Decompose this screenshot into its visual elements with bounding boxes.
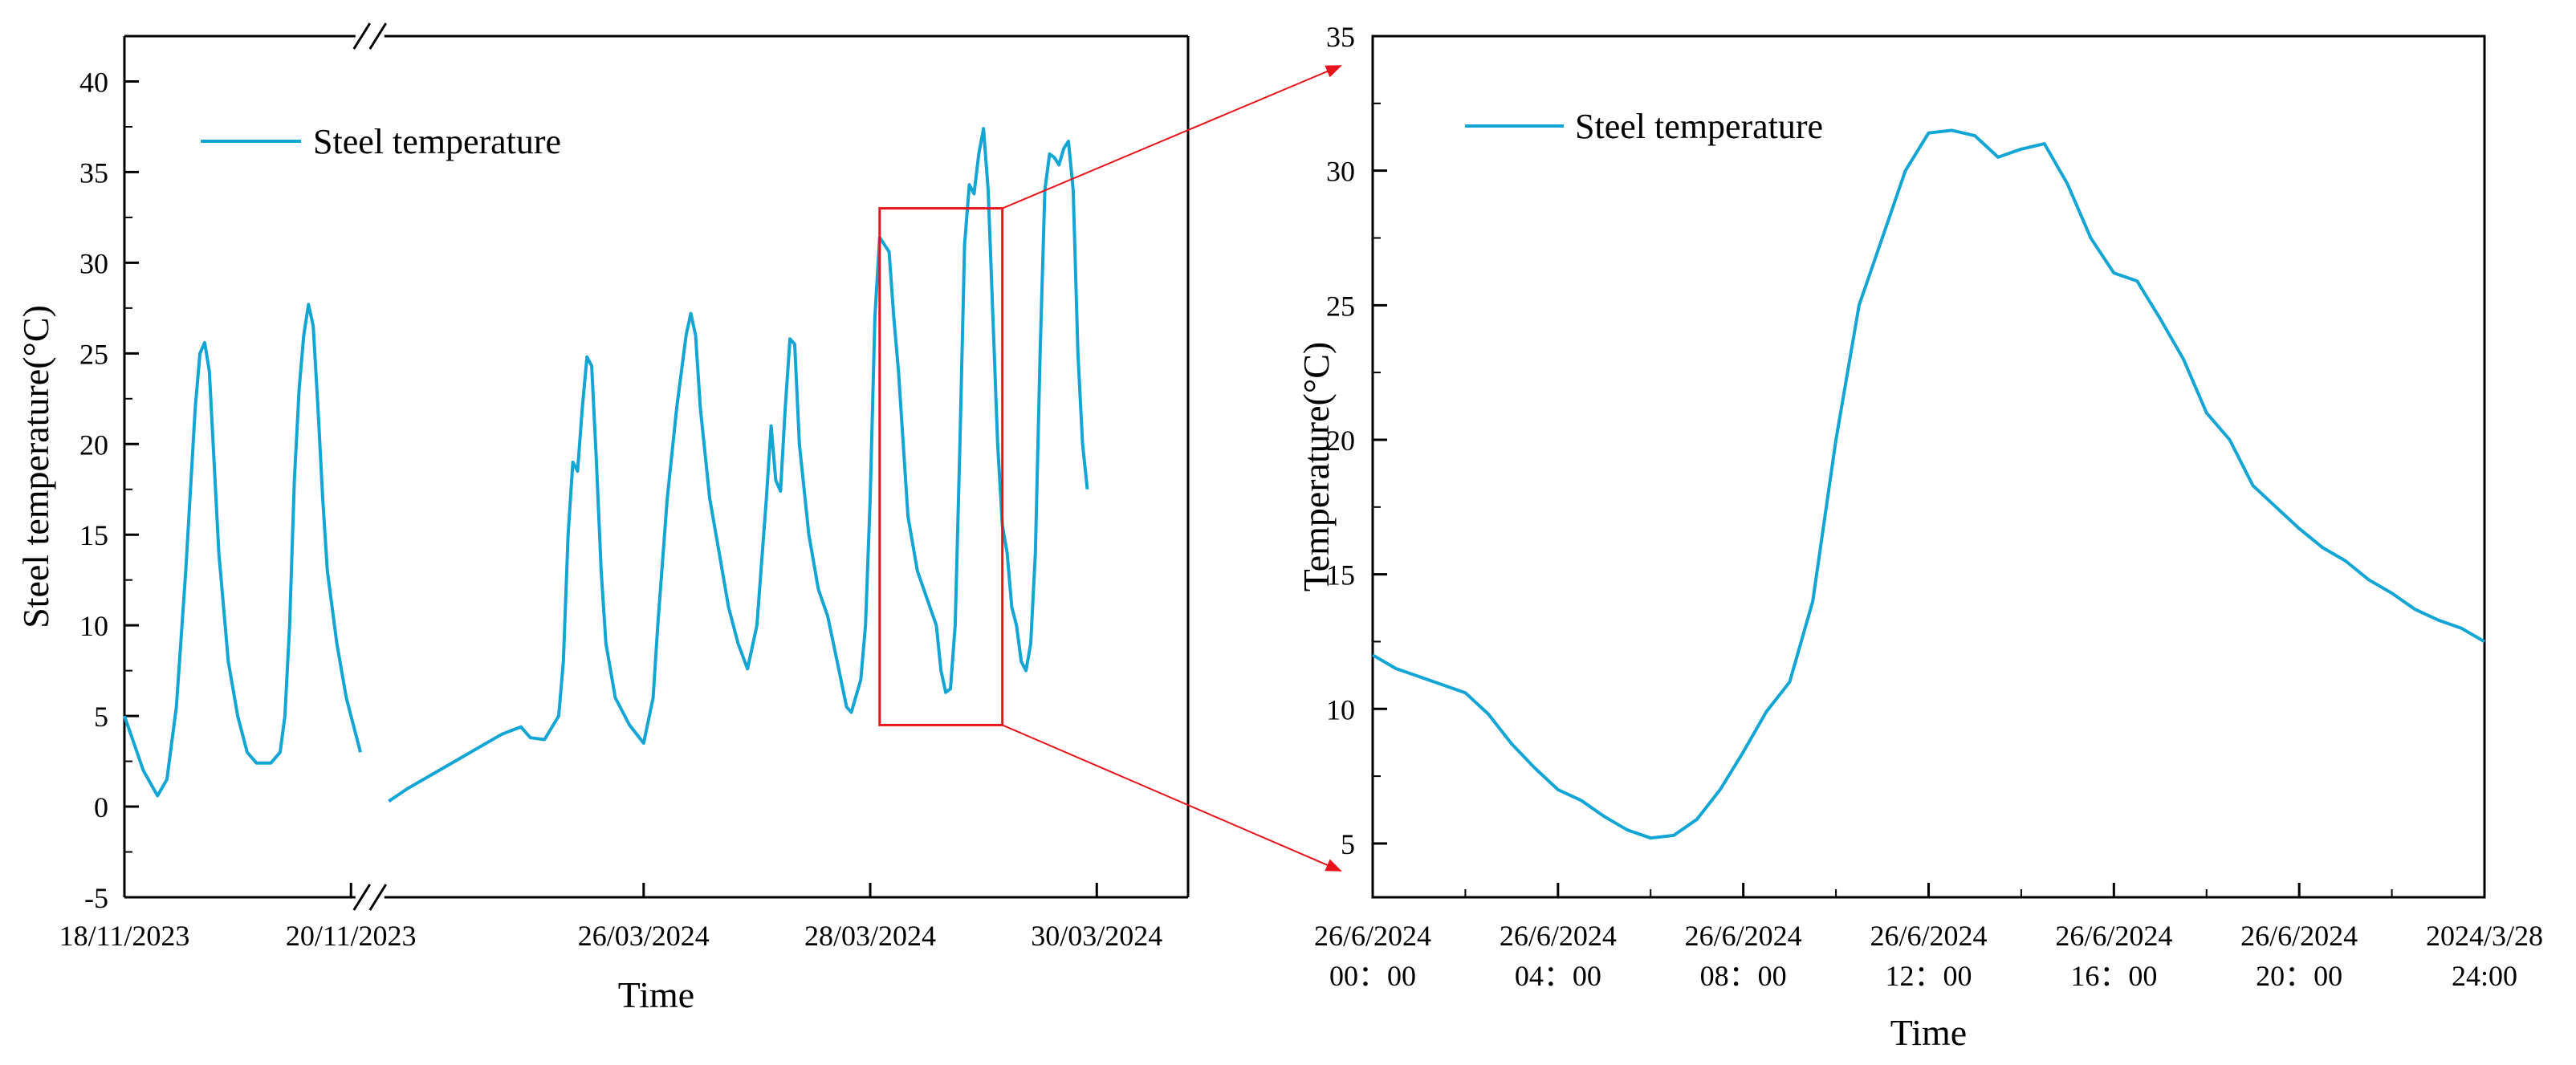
x-tick-label-time: 12：00	[1885, 960, 1972, 992]
y-tick-label: 5	[1341, 828, 1355, 860]
plot-frame	[1371, 35, 2486, 899]
x-tick-label-date: 26/6/2024	[1685, 920, 1802, 952]
y-tick-label: 15	[1326, 559, 1355, 591]
axis-break-mark-bottom	[352, 884, 372, 911]
y-tick-label: 30	[79, 247, 108, 279]
x-tick-label-date: 26/6/2024	[1314, 920, 1431, 952]
y-tick-label: 0	[94, 791, 108, 823]
y-tick-label: 25	[79, 338, 108, 370]
legend-label: Steel temperature	[313, 122, 561, 161]
x-tick-label-time: 00：00	[1329, 960, 1416, 992]
x-tick-label-time: 24:00	[2452, 960, 2517, 992]
series-line-steel-temperature	[123, 303, 362, 798]
x-axis-title: Time	[618, 974, 694, 1015]
x-tick-label: 30/03/2024	[1031, 920, 1162, 952]
right-chart-panel: 5 10 15 20 25 30 35 26/6/2024 00：00 26/6/2024 04：0…	[1296, 21, 2543, 1053]
y-tick-label: 20	[1326, 425, 1355, 457]
zoom-annotation	[878, 65, 1342, 872]
x-tick-label-time: 20：00	[2256, 960, 2342, 992]
x-tick-label: 28/03/2024	[804, 920, 936, 952]
y-tick-label: 30	[1326, 156, 1355, 188]
axis-break-mark-top	[352, 22, 372, 50]
x-tick-label: 20/11/2023	[286, 920, 417, 952]
legend-label: Steel temperature	[1575, 107, 1823, 146]
axis-break-mark-bottom	[368, 884, 388, 911]
series-line-steel-temperature	[388, 127, 1089, 803]
x-tick-label-date: 26/6/2024	[2240, 920, 2358, 952]
axis-break-mark-top	[368, 22, 388, 50]
y-axis-title: Temperature(°C)	[1296, 342, 1337, 591]
series-line-steel-temperature	[1371, 128, 2486, 840]
y-tick-label: 40	[79, 66, 108, 98]
x-tick-label-time: 08：00	[1700, 960, 1787, 992]
zoom-arrow-top	[1002, 65, 1342, 209]
x-tick-label: 26/03/2024	[578, 920, 710, 952]
x-tick-label-time: 04：00	[1515, 960, 1601, 992]
x-tick-label-date: 26/6/2024	[2055, 920, 2172, 952]
x-tick-label-time: 16：00	[2070, 960, 2157, 992]
y-tick-label: 15	[79, 519, 108, 551]
x-axis-title: Time	[1890, 1012, 1967, 1053]
y-tick-label: 5	[94, 701, 108, 733]
left-chart-panel: -5 0 5 10 15 20 25 30 35 40 18/11/2023 20/11/2023 26…	[15, 22, 1190, 1015]
x-tick-label-date: 26/6/2024	[1870, 920, 1987, 952]
zoom-arrow-bottom	[1002, 724, 1342, 872]
x-tick-label: 18/11/2023	[59, 920, 190, 952]
y-tick-label: -5	[84, 882, 108, 914]
y-tick-label: 25	[1326, 290, 1355, 322]
y-axis-title: Steel temperature(°C)	[15, 305, 56, 628]
x-tick-label-date: 2024/3/28	[2426, 920, 2543, 952]
y-tick-label: 10	[79, 610, 108, 642]
y-tick-label: 35	[79, 156, 108, 189]
x-tick-label-date: 26/6/2024	[1500, 920, 1617, 952]
y-tick-label: 20	[79, 429, 108, 461]
y-tick-label: 10	[1326, 693, 1355, 726]
zoom-box	[878, 207, 1004, 726]
y-tick-label: 35	[1326, 21, 1355, 53]
